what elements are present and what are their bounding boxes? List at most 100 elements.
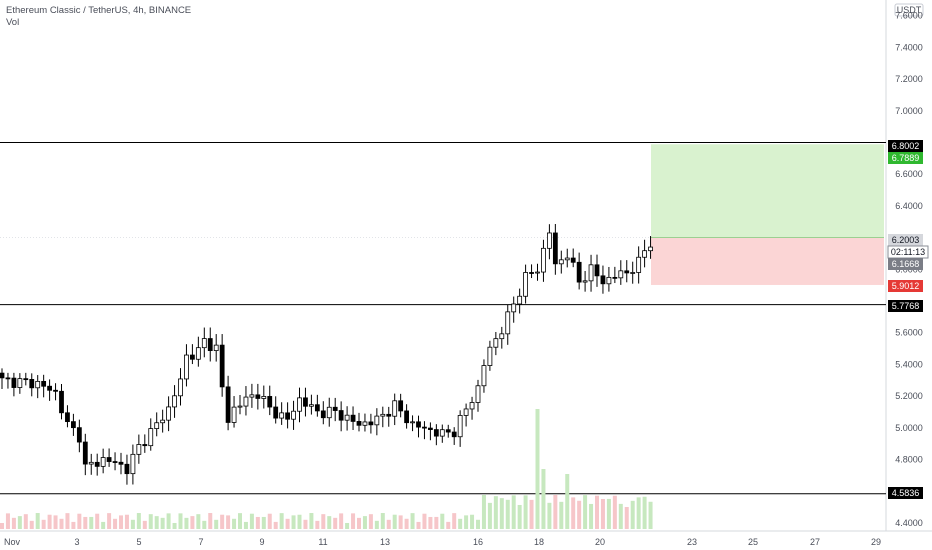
candle-body xyxy=(368,421,374,426)
candle-body xyxy=(320,410,326,419)
volume-bar xyxy=(202,520,207,529)
candle-body xyxy=(564,257,570,261)
volume-bar xyxy=(53,515,58,529)
volume-bar xyxy=(101,521,106,529)
candle-body xyxy=(71,421,76,429)
time-tick: 27 xyxy=(810,537,820,547)
candle-body xyxy=(422,426,427,429)
time-tick: 3 xyxy=(74,537,79,547)
volume-bar xyxy=(410,513,415,529)
volume-bar xyxy=(255,516,260,529)
volume-bar xyxy=(577,500,582,529)
chart-title: Ethereum Classic / TetherUS, 4h, BINANCE xyxy=(6,5,192,16)
volume-bar xyxy=(124,514,129,529)
time-axis-ticks: Nov 3 5 7 9 11 13 16 18 20 23 25 27 29 xyxy=(4,537,881,547)
volume-bar xyxy=(624,507,629,529)
time-tick: 18 xyxy=(534,537,544,547)
volume-bar xyxy=(23,514,28,529)
volume-bar xyxy=(119,515,123,529)
candle-body xyxy=(439,429,445,437)
volume-bar xyxy=(71,521,76,529)
volume-bar xyxy=(511,495,516,529)
candle-body xyxy=(523,272,528,297)
level-top-label: 6.8002 xyxy=(892,141,920,151)
candle-body xyxy=(332,406,338,411)
currency-badge: USDT xyxy=(897,5,922,15)
volume-bar xyxy=(297,514,302,529)
candle-body xyxy=(308,404,314,407)
volume-bar xyxy=(351,513,356,529)
time-tick: 13 xyxy=(380,537,390,547)
candle-body xyxy=(469,402,475,410)
volume-bar xyxy=(142,520,147,529)
candle-body xyxy=(297,397,302,412)
candle-body xyxy=(118,461,124,465)
volume-bar xyxy=(166,513,171,529)
candle-body xyxy=(130,453,136,475)
volume-bar xyxy=(35,513,40,529)
candle-body xyxy=(576,261,582,283)
candlesticks xyxy=(0,223,653,485)
candle-body xyxy=(362,421,368,426)
volume-bar xyxy=(392,514,397,529)
candle-body xyxy=(344,414,350,421)
stop-loss-label: 5.9012 xyxy=(892,281,920,291)
candle-body xyxy=(529,272,534,274)
time-tick: 25 xyxy=(748,537,758,547)
volume-bar xyxy=(547,502,552,529)
volume-bar xyxy=(208,513,213,529)
volume-bar xyxy=(243,521,248,529)
volume-bar xyxy=(148,514,153,529)
candle-body xyxy=(279,412,285,419)
candle-body xyxy=(65,412,70,423)
horizontal-levels xyxy=(0,141,886,495)
candle-body xyxy=(600,275,606,285)
candle-body xyxy=(374,415,380,426)
volume-bar xyxy=(136,513,141,529)
volume-bar xyxy=(559,501,564,529)
candle-body xyxy=(648,246,653,252)
volume-bar xyxy=(107,513,112,529)
candle-body xyxy=(184,354,189,380)
volume-bar xyxy=(648,501,653,529)
candle-body xyxy=(475,385,481,403)
take-profit-box xyxy=(888,152,923,164)
volume-bar xyxy=(184,517,189,529)
candle-body xyxy=(642,250,647,258)
candle-body xyxy=(0,372,5,379)
time-tick: 9 xyxy=(259,537,264,547)
volume-bar xyxy=(529,499,534,529)
volume-bar xyxy=(321,514,326,529)
candle-body xyxy=(303,397,308,407)
candle-body xyxy=(451,431,457,438)
volume-indicator-label: Vol xyxy=(6,17,20,28)
volume-bar xyxy=(261,516,266,529)
volume-bar xyxy=(357,517,361,529)
price-tick: 4.4000 xyxy=(895,518,923,528)
last-price-box xyxy=(888,258,923,270)
candle-body xyxy=(463,408,469,416)
candle-body xyxy=(404,410,410,424)
candle-body xyxy=(106,457,112,462)
candle-body xyxy=(582,280,588,283)
candle-body xyxy=(53,389,58,392)
volume-bar xyxy=(470,514,475,529)
volume-bar xyxy=(5,513,10,529)
candle-body xyxy=(136,444,142,455)
volume-bar xyxy=(606,498,611,529)
volume-bar xyxy=(464,515,469,529)
level-mid-label: 5.7768 xyxy=(892,301,920,311)
position-zones xyxy=(651,144,884,285)
volume-bar xyxy=(29,520,34,529)
candle-body xyxy=(142,444,148,447)
candle-body xyxy=(314,404,320,412)
candle-body xyxy=(445,429,451,433)
candle-body xyxy=(231,406,237,423)
candle-body xyxy=(338,410,344,421)
volume-bar xyxy=(345,522,350,529)
candle-body xyxy=(189,354,195,360)
volume-bar xyxy=(368,514,373,529)
candle-body xyxy=(237,405,243,408)
candle-body xyxy=(207,338,213,351)
